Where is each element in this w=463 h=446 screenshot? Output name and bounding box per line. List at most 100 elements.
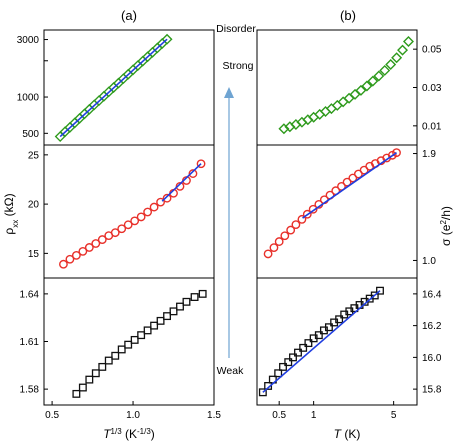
- panel-b-mid: 1.0 1.9: [256, 144, 436, 279]
- y-tick-label: 16.2: [422, 321, 442, 332]
- data-point: [278, 123, 290, 135]
- data-point: [274, 237, 284, 246]
- panel-frame: [43, 144, 215, 279]
- data-point: [169, 307, 178, 316]
- data-point: [392, 148, 401, 158]
- panel-a-mid: 15 20 25: [28, 144, 215, 279]
- x-tick-label: 5: [391, 410, 397, 421]
- data-point: [402, 36, 414, 47]
- data-point: [286, 225, 296, 235]
- data-point: [274, 369, 283, 378]
- data-point: [156, 197, 165, 207]
- data-point: [143, 326, 152, 335]
- x-tick-label: 1.5: [207, 410, 221, 421]
- data-point: [175, 181, 185, 191]
- y-tick-label: 25: [28, 150, 40, 161]
- y-tick-label: 20: [28, 200, 40, 211]
- data-point: [130, 216, 140, 226]
- data-point: [182, 297, 191, 306]
- data-point: [91, 369, 100, 378]
- data-point: [150, 321, 159, 330]
- disorder-arrow: [224, 87, 234, 358]
- right-x-axis-label-unit: (K): [341, 427, 360, 441]
- left-y-axis-label: ρxx (kΩ): [2, 193, 20, 234]
- fit-line: [302, 152, 397, 219]
- left-y-axis-label-main: ρ: [2, 228, 16, 235]
- data-point: [104, 356, 113, 365]
- left-x-axis-label-sup2: -1/3: [137, 427, 151, 436]
- y-tick-label: 1.64: [20, 289, 40, 300]
- data-point: [324, 323, 333, 332]
- data-point: [59, 259, 68, 269]
- left-x-axis-label-close: ): [151, 427, 155, 441]
- left-x-axis-label-unit: (K: [122, 427, 137, 441]
- data-point: [176, 302, 184, 311]
- right-x-axis-label: T (K): [334, 427, 361, 441]
- data-point: [331, 99, 343, 111]
- annotation-strong: Strong: [223, 60, 254, 72]
- data-point: [85, 375, 94, 384]
- data-point: [299, 343, 308, 352]
- data-point: [304, 339, 313, 348]
- arrow-head: [224, 87, 234, 98]
- data-point: [161, 33, 173, 45]
- data-point: [302, 209, 312, 219]
- data-point: [117, 224, 127, 234]
- data-point: [348, 173, 358, 183]
- data-point: [314, 331, 323, 340]
- left-x-axis-label-sup1: 1/3: [111, 427, 123, 436]
- fit-line: [161, 163, 202, 202]
- data-point: [291, 220, 301, 230]
- data-point: [391, 52, 403, 64]
- x-tick-label: 0.5: [272, 410, 286, 421]
- y-tick-label: 500: [22, 129, 39, 140]
- y-tick-label: 1.58: [20, 385, 40, 396]
- data-point: [78, 246, 88, 256]
- data-point: [91, 239, 101, 248]
- y-tick-label: 0.03: [422, 83, 442, 94]
- data-point: [342, 177, 352, 187]
- data-point: [337, 96, 349, 108]
- right-y-axis-label-main: σ (e: [439, 224, 453, 246]
- data-point: [397, 44, 409, 56]
- data-point: [136, 212, 146, 222]
- data-point: [353, 169, 363, 179]
- data-point: [289, 353, 297, 362]
- annotation-disorder: Disorder: [216, 23, 256, 35]
- data-point: [156, 316, 165, 325]
- left-x-axis-label-main: T: [103, 427, 112, 441]
- data-point: [308, 204, 318, 214]
- data-point: [379, 64, 391, 76]
- x-tick-label: 0.5: [45, 410, 59, 421]
- left-y-axis-label-sub: xx: [11, 220, 20, 228]
- data-point: [130, 335, 139, 344]
- data-point: [335, 315, 344, 324]
- data-point: [111, 351, 120, 360]
- data-point: [78, 383, 87, 392]
- fit-line: [59, 38, 168, 138]
- y-tick-label: 16.0: [422, 353, 442, 364]
- y-tick-label: 1.61: [20, 337, 40, 348]
- panel-b-bot: 15.8 16.0 16.2 16.4 0.5 1 5: [256, 277, 442, 421]
- data-point: [361, 80, 373, 92]
- y-tick-label: 1000: [17, 93, 40, 104]
- data-point: [190, 293, 199, 301]
- y-tick-label: 16.4: [422, 289, 442, 300]
- data-point: [385, 59, 397, 70]
- data-point: [137, 331, 146, 340]
- x-tick-label: 1: [311, 410, 317, 421]
- data-point: [196, 159, 206, 169]
- data-point: [325, 103, 337, 115]
- data-point: [355, 84, 367, 96]
- data-point: [143, 207, 153, 217]
- data-point: [163, 312, 171, 321]
- left-y-axis-label-unit: (kΩ): [2, 193, 16, 219]
- data-point: [370, 291, 379, 300]
- data-point: [263, 249, 273, 259]
- data-point: [376, 286, 384, 295]
- fit-line: [262, 290, 381, 393]
- data-point: [314, 108, 326, 120]
- data-point: [294, 348, 302, 357]
- annotation-weak: Weak: [217, 365, 244, 377]
